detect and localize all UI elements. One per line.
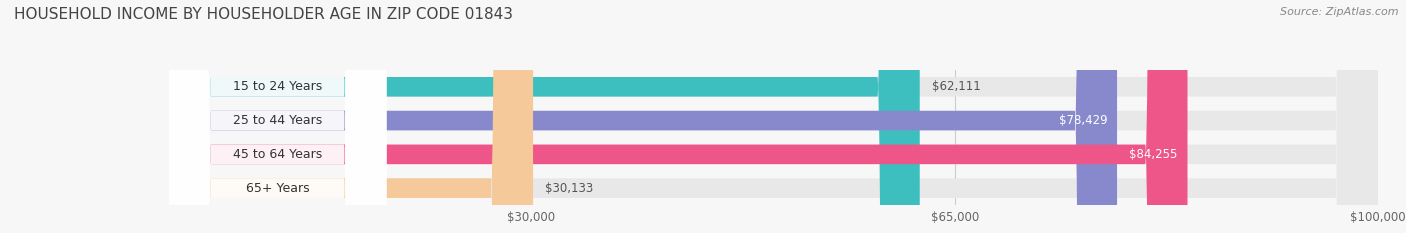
Text: $78,429: $78,429 (1059, 114, 1108, 127)
FancyBboxPatch shape (169, 0, 1188, 233)
Text: 15 to 24 Years: 15 to 24 Years (233, 80, 322, 93)
FancyBboxPatch shape (169, 0, 1378, 233)
FancyBboxPatch shape (169, 0, 920, 233)
FancyBboxPatch shape (169, 0, 1116, 233)
Text: $84,255: $84,255 (1129, 148, 1178, 161)
Text: $30,133: $30,133 (546, 182, 593, 195)
FancyBboxPatch shape (169, 0, 1378, 233)
FancyBboxPatch shape (169, 0, 387, 233)
Text: $62,111: $62,111 (932, 80, 980, 93)
Text: HOUSEHOLD INCOME BY HOUSEHOLDER AGE IN ZIP CODE 01843: HOUSEHOLD INCOME BY HOUSEHOLDER AGE IN Z… (14, 7, 513, 22)
FancyBboxPatch shape (169, 0, 533, 233)
Text: 45 to 64 Years: 45 to 64 Years (233, 148, 322, 161)
Text: 25 to 44 Years: 25 to 44 Years (233, 114, 322, 127)
Text: 65+ Years: 65+ Years (246, 182, 309, 195)
FancyBboxPatch shape (169, 0, 1378, 233)
FancyBboxPatch shape (169, 0, 387, 233)
FancyBboxPatch shape (169, 0, 387, 233)
FancyBboxPatch shape (169, 0, 1378, 233)
Text: Source: ZipAtlas.com: Source: ZipAtlas.com (1281, 7, 1399, 17)
FancyBboxPatch shape (169, 0, 387, 233)
